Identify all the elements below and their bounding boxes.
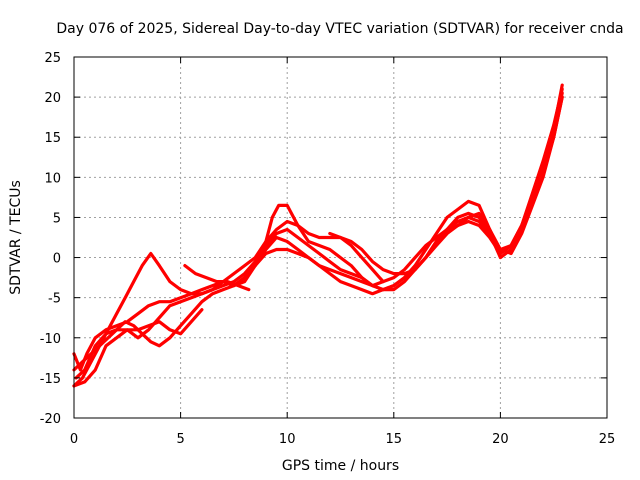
x-tick-label-5: 5 <box>176 432 184 447</box>
series-line-s6 <box>72 308 204 388</box>
y-tick-label-0: 0 <box>53 252 61 267</box>
y-tick-label-10: 10 <box>44 171 61 186</box>
y-tick-label-5: 5 <box>53 211 61 226</box>
y-tick-label--20: -20 <box>40 412 61 427</box>
plot-frame <box>73 56 608 419</box>
y-tick-labels: -20 -15 -10 -5 0 5 10 15 20 25 <box>40 51 61 427</box>
y-axis-label: SDTVAR / TECUs <box>8 180 24 295</box>
y-tick-label-20: 20 <box>44 91 61 106</box>
x-tick-label-10: 10 <box>279 432 296 447</box>
series-line-s8 <box>328 231 385 284</box>
series-line-s7 <box>183 264 251 292</box>
series-line-s5 <box>221 95 564 292</box>
y-tick-label-15: 15 <box>44 131 61 146</box>
chart-title: Day 076 of 2025, Sidereal Day-to-day VTE… <box>56 21 623 37</box>
y-tick-label--5: -5 <box>48 292 61 307</box>
series-layer <box>72 83 564 388</box>
y-tick-label--10: -10 <box>40 332 61 347</box>
y-tick-label-25: 25 <box>44 51 61 66</box>
y-tick-label--15: -15 <box>40 372 61 387</box>
x-axis-label: GPS time / hours <box>282 458 399 474</box>
x-tick-label-25: 25 <box>599 432 616 447</box>
x-tick-label-15: 15 <box>386 432 403 447</box>
x-tick-label-0: 0 <box>70 432 78 447</box>
series-line-s2 <box>72 87 564 388</box>
axis-ticks <box>73 56 608 419</box>
x-tick-labels: 0 5 10 15 20 25 <box>70 432 615 447</box>
x-tick-label-20: 20 <box>492 432 509 447</box>
